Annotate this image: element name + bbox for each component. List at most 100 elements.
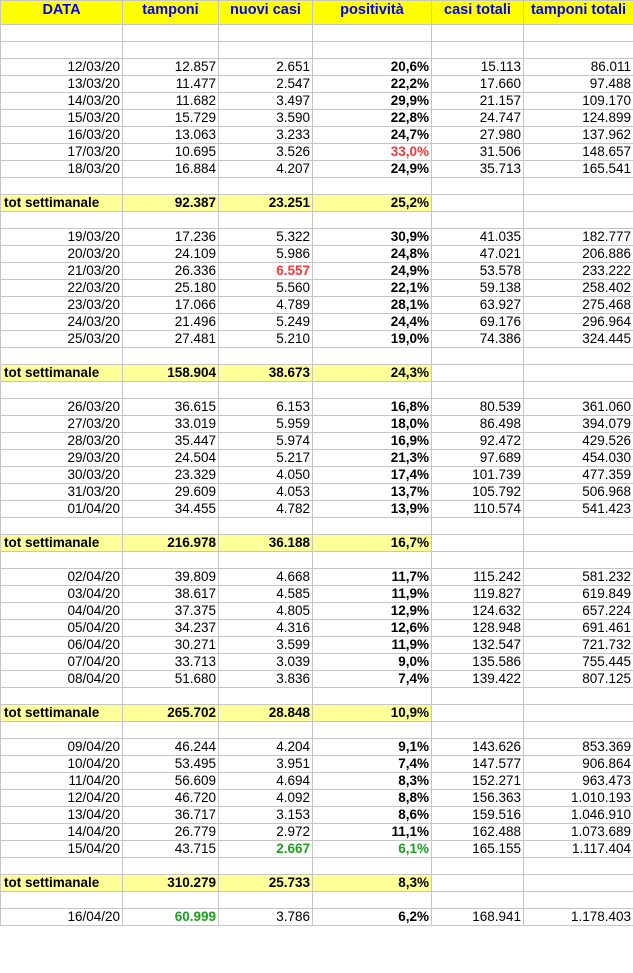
cell-tamponi[interactable]: 34.237: [122, 619, 219, 637]
cell-tamponi[interactable]: 265.702: [122, 704, 219, 722]
cell-tamponi[interactable]: 38.617: [122, 585, 219, 603]
cell-nuovi-casi[interactable]: [218, 24, 313, 42]
cell-tamponi[interactable]: 13.063: [122, 126, 219, 144]
cell-data[interactable]: 08/04/20: [0, 670, 123, 688]
cell-casi-totali[interactable]: 92.472: [431, 432, 524, 450]
cell-data[interactable]: 25/03/20: [0, 330, 123, 348]
cell-tamponi[interactable]: 43.715: [122, 840, 219, 858]
cell-tamponi-totali[interactable]: 165.541: [523, 160, 633, 178]
cell-tamponi-totali[interactable]: 148.657: [523, 143, 633, 161]
cell-positivita[interactable]: 8,8%: [312, 789, 432, 807]
cell-casi-totali[interactable]: [431, 534, 524, 552]
cell-positivita[interactable]: 20,6%: [312, 58, 432, 76]
cell-nuovi-casi[interactable]: [218, 721, 313, 739]
cell-nuovi-casi[interactable]: 6.557: [218, 262, 313, 280]
cell-nuovi-casi[interactable]: 3.039: [218, 653, 313, 671]
cell-data[interactable]: [0, 857, 123, 875]
cell-tamponi-totali[interactable]: 619.849: [523, 585, 633, 603]
cell-tamponi-totali[interactable]: [523, 517, 633, 535]
cell-tamponi[interactable]: 15.729: [122, 109, 219, 127]
cell-casi-totali[interactable]: [431, 364, 524, 382]
cell-tamponi[interactable]: 33.713: [122, 653, 219, 671]
cell-positivita[interactable]: 22,8%: [312, 109, 432, 127]
header-tamponi-totali[interactable]: tamponi totali: [523, 0, 633, 25]
cell-tamponi-totali[interactable]: [523, 704, 633, 722]
cell-casi-totali[interactable]: 15.113: [431, 58, 524, 76]
cell-nuovi-casi[interactable]: 3.786: [218, 908, 313, 926]
cell-positivita[interactable]: 16,9%: [312, 432, 432, 450]
cell-casi-totali[interactable]: 21.157: [431, 92, 524, 110]
cell-data[interactable]: 02/04/20: [0, 568, 123, 586]
cell-data[interactable]: [0, 721, 123, 739]
cell-tamponi-totali[interactable]: 1.178.403: [523, 908, 633, 926]
cell-positivita[interactable]: 30,9%: [312, 228, 432, 246]
cell-tamponi[interactable]: 46.244: [122, 738, 219, 756]
cell-tamponi[interactable]: [122, 24, 219, 42]
cell-nuovi-casi[interactable]: 5.217: [218, 449, 313, 467]
cell-data[interactable]: [0, 177, 123, 195]
cell-nuovi-casi[interactable]: 3.590: [218, 109, 313, 127]
cell-casi-totali[interactable]: 97.689: [431, 449, 524, 467]
cell-nuovi-casi[interactable]: [218, 891, 313, 909]
cell-tamponi-totali[interactable]: 324.445: [523, 330, 633, 348]
cell-tamponi-totali[interactable]: 963.473: [523, 772, 633, 790]
cell-nuovi-casi[interactable]: 3.526: [218, 143, 313, 161]
cell-casi-totali[interactable]: 143.626: [431, 738, 524, 756]
cell-tamponi-totali[interactable]: 657.224: [523, 602, 633, 620]
cell-casi-totali[interactable]: [431, 891, 524, 909]
cell-casi-totali[interactable]: [431, 24, 524, 42]
cell-positivita[interactable]: 8,6%: [312, 806, 432, 824]
cell-positivita[interactable]: 12,6%: [312, 619, 432, 637]
cell-positivita[interactable]: [312, 891, 432, 909]
cell-tamponi-totali[interactable]: 581.232: [523, 568, 633, 586]
cell-casi-totali[interactable]: 128.948: [431, 619, 524, 637]
cell-casi-totali[interactable]: [431, 347, 524, 365]
cell-tamponi-totali[interactable]: 755.445: [523, 653, 633, 671]
cell-casi-totali[interactable]: 162.488: [431, 823, 524, 841]
cell-data[interactable]: 15/04/20: [0, 840, 123, 858]
cell-casi-totali[interactable]: [431, 721, 524, 739]
cell-nuovi-casi[interactable]: 3.951: [218, 755, 313, 773]
cell-tamponi-totali[interactable]: 361.060: [523, 398, 633, 416]
cell-data[interactable]: 14/04/20: [0, 823, 123, 841]
cell-positivita[interactable]: 24,9%: [312, 160, 432, 178]
cell-tamponi[interactable]: [122, 517, 219, 535]
cell-casi-totali[interactable]: [431, 874, 524, 892]
cell-data[interactable]: 23/03/20: [0, 296, 123, 314]
cell-casi-totali[interactable]: 115.242: [431, 568, 524, 586]
cell-nuovi-casi[interactable]: 5.986: [218, 245, 313, 263]
cell-data[interactable]: [0, 551, 123, 569]
cell-positivita[interactable]: [312, 177, 432, 195]
cell-tamponi-totali[interactable]: [523, 177, 633, 195]
cell-casi-totali[interactable]: 86.498: [431, 415, 524, 433]
cell-nuovi-casi[interactable]: 4.092: [218, 789, 313, 807]
cell-tamponi-totali[interactable]: 853.369: [523, 738, 633, 756]
cell-data[interactable]: [0, 687, 123, 705]
cell-tamponi-totali[interactable]: 182.777: [523, 228, 633, 246]
cell-positivita[interactable]: 25,2%: [312, 194, 432, 212]
cell-casi-totali[interactable]: 139.422: [431, 670, 524, 688]
cell-tamponi[interactable]: 51.680: [122, 670, 219, 688]
cell-tamponi[interactable]: 25.180: [122, 279, 219, 297]
cell-tamponi[interactable]: [122, 381, 219, 399]
cell-tamponi[interactable]: 24.109: [122, 245, 219, 263]
cell-nuovi-casi[interactable]: 3.599: [218, 636, 313, 654]
cell-data[interactable]: 04/04/20: [0, 602, 123, 620]
cell-positivita[interactable]: 11,1%: [312, 823, 432, 841]
cell-tamponi-totali[interactable]: [523, 24, 633, 42]
cell-tamponi[interactable]: [122, 347, 219, 365]
cell-casi-totali[interactable]: 152.271: [431, 772, 524, 790]
header-positivita[interactable]: positività: [312, 0, 432, 25]
header-nuovi-casi[interactable]: nuovi casi: [218, 0, 313, 25]
cell-positivita[interactable]: 22,2%: [312, 75, 432, 93]
cell-tamponi[interactable]: [122, 687, 219, 705]
cell-tamponi[interactable]: 30.271: [122, 636, 219, 654]
cell-tamponi-totali[interactable]: 109.170: [523, 92, 633, 110]
cell-tamponi-totali[interactable]: [523, 891, 633, 909]
cell-casi-totali[interactable]: 101.739: [431, 466, 524, 484]
cell-data[interactable]: 26/03/20: [0, 398, 123, 416]
cell-casi-totali[interactable]: 59.138: [431, 279, 524, 297]
cell-data[interactable]: 31/03/20: [0, 483, 123, 501]
cell-data[interactable]: 05/04/20: [0, 619, 123, 637]
cell-positivita[interactable]: [312, 687, 432, 705]
